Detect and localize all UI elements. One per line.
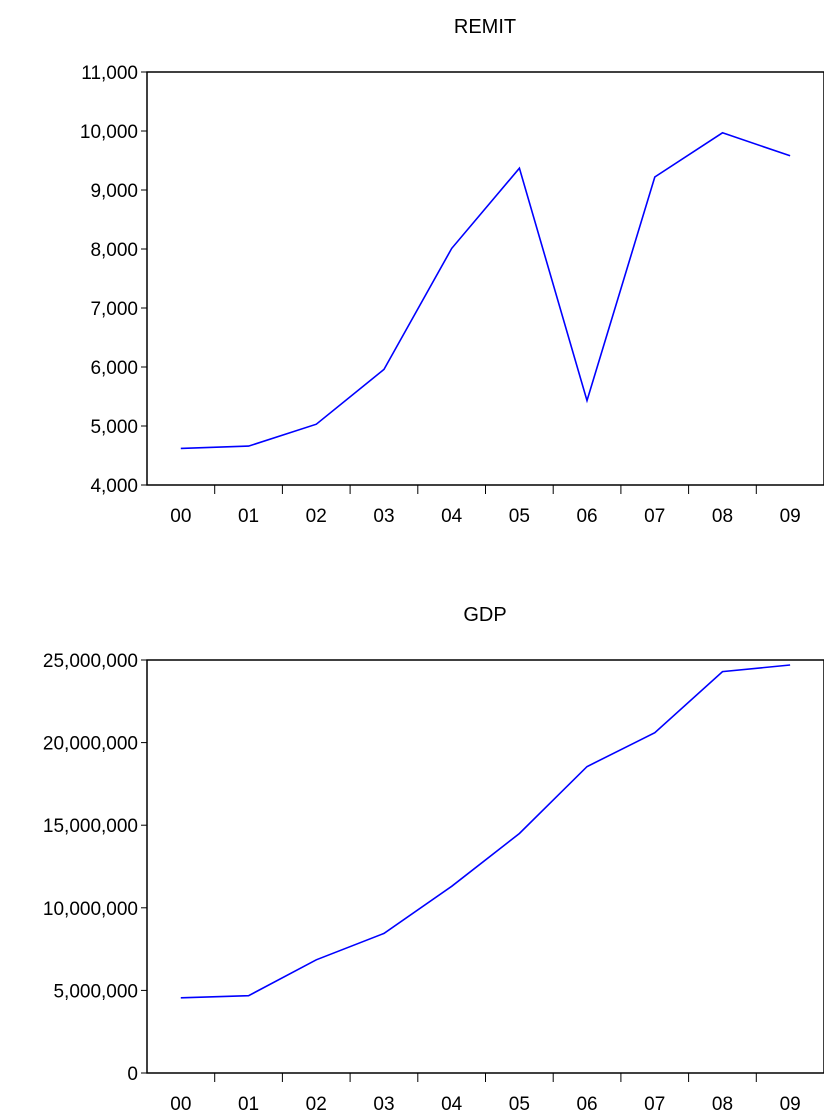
remit-chart: REMIT 4,000 5,000 6,000 7,000 8,000 9,000 10,0…: [80, 16, 824, 527]
y-tick-label: 6,000: [90, 358, 138, 379]
x-tick-label: 04: [441, 506, 463, 527]
y-axis: 0 5,000,000 10,000,000 15,000,000 20,000,000…: [43, 651, 147, 1085]
series-line: [180, 664, 791, 999]
x-axis: 00 01 02 03 04 05 06 07 08 09: [170, 1073, 801, 1113]
series-line: [180, 131, 791, 450]
x-tick-label: 08: [712, 1094, 733, 1113]
x-tick-label: 00: [170, 1094, 191, 1113]
x-tick-label: 07: [644, 1094, 665, 1113]
y-tick-label: 20,000,000: [43, 734, 138, 755]
x-tick-label: 04: [441, 1094, 463, 1113]
y-tick-label: 8,000: [90, 240, 138, 261]
y-tick-label: 5,000: [90, 417, 138, 438]
x-tick-label: 06: [576, 506, 597, 527]
x-tick-label: 06: [576, 1094, 597, 1113]
y-tick-label: 9,000: [90, 181, 138, 202]
plot-frame: [146, 659, 824, 1074]
x-axis: 00 01 02 03 04 05 06 07 08 09: [170, 485, 801, 527]
x-tick-label: 03: [373, 1094, 394, 1113]
plot-frame: [146, 71, 824, 486]
x-tick-label: 08: [712, 506, 733, 527]
chart-title: GDP: [463, 604, 506, 626]
y-tick-label: 10,000: [80, 122, 138, 143]
y-tick-label: 7,000: [90, 299, 138, 320]
x-tick-label: 01: [238, 506, 259, 527]
y-tick-label: 4,000: [90, 476, 138, 497]
y-tick-label: 15,000,000: [43, 816, 138, 837]
y-tick-label: 0: [127, 1064, 138, 1085]
x-tick-label: 01: [238, 1094, 259, 1113]
x-tick-label: 05: [509, 1094, 530, 1113]
y-tick-label: 5,000,000: [53, 981, 138, 1002]
x-tick-label: 05: [509, 506, 530, 527]
x-tick-label: 02: [306, 506, 327, 527]
x-tick-label: 03: [373, 506, 394, 527]
x-tick-label: 00: [170, 506, 191, 527]
chart-title: REMIT: [454, 16, 516, 38]
x-tick-label: 09: [780, 1094, 801, 1113]
y-tick-label: 25,000,000: [43, 651, 138, 672]
x-tick-label: 02: [306, 1094, 327, 1113]
x-tick-label: 09: [780, 506, 801, 527]
y-tick-label: 10,000,000: [43, 899, 138, 920]
gdp-chart: GDP 0 5,000,000 10,000,000 15,000,000 20,000…: [43, 604, 824, 1113]
y-tick-label: 11,000: [81, 63, 138, 84]
y-axis: 4,000 5,000 6,000 7,000 8,000 9,000 10,000 11,0…: [80, 63, 147, 497]
x-tick-label: 07: [644, 506, 665, 527]
